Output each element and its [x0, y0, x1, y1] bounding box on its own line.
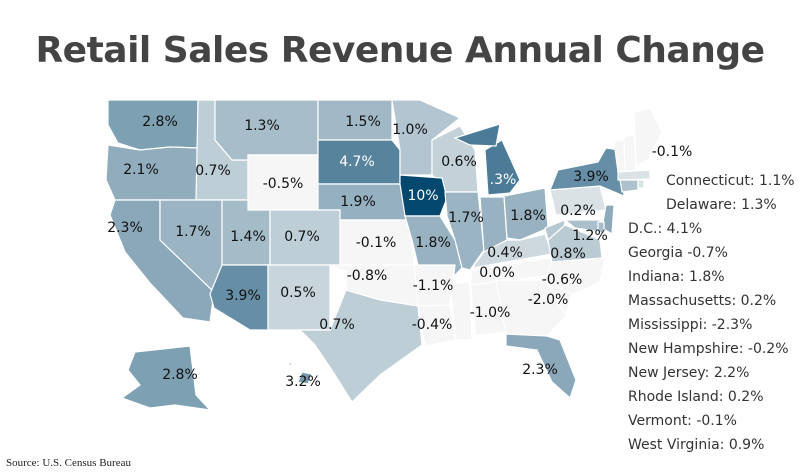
state-new-hampshire[interactable] [623, 133, 637, 172]
state-label-louisiana: -0.4% [412, 317, 453, 333]
state-kentucky[interactable] [470, 233, 553, 269]
state-florida[interactable] [505, 333, 577, 400]
callout-item: Rhode Island: 0.2% [628, 389, 764, 405]
state-label-wyoming: -0.5% [263, 176, 304, 192]
state-label-oklahoma: -0.8% [347, 268, 388, 284]
state-label-illinois: 1.7% [448, 210, 484, 226]
state-label-alabama: -1.0% [470, 305, 511, 321]
state-label-oregon: 2.1% [123, 162, 159, 178]
state-label-ohio: 1.8% [510, 208, 546, 224]
state-alaska[interactable] [120, 345, 212, 411]
state-massachusetts[interactable] [617, 169, 651, 181]
state-hawaii[interactable] [274, 355, 279, 358]
state-label-nebraska: 1.9% [340, 194, 376, 210]
callout-item: D.C.: 4.1% [628, 221, 703, 237]
state-label-idaho: 0.7% [195, 163, 231, 179]
state-label-colorado: 0.7% [284, 229, 320, 245]
state-label-south-carolina: -2.0% [528, 292, 569, 308]
state-label-arkansas: -1.1% [413, 278, 454, 294]
state-connecticut[interactable] [619, 179, 639, 193]
callout-item: New Hampshire: -0.2% [628, 341, 789, 357]
callout-item: West Virginia: 0.9% [628, 437, 765, 453]
state-michigan[interactable] [484, 139, 521, 196]
state-hawaii[interactable] [261, 351, 266, 354]
state-label-pennsylvania: 0.2% [560, 203, 596, 219]
state-missouri[interactable] [404, 215, 463, 276]
state-rhode-island[interactable] [637, 179, 645, 189]
state-label-alaska: 2.8% [162, 367, 198, 383]
state-label-missouri: 1.8% [415, 235, 451, 251]
state-virginia[interactable] [547, 224, 603, 263]
state-north-carolina[interactable] [544, 257, 606, 295]
state-label-north-dakota: 1.5% [345, 114, 381, 130]
callout-item: Massachusetts: 0.2% [628, 293, 777, 309]
state-texas[interactable] [298, 289, 423, 403]
state-delaware[interactable] [597, 221, 605, 235]
state-label-maryland: 1.2% [572, 228, 608, 244]
chart-title: Retail Sales Revenue Annual Change [35, 30, 765, 71]
callout-item: Vermont: -0.1% [628, 413, 737, 429]
state-label-florida: 2.3% [522, 362, 558, 378]
state-georgia[interactable] [495, 279, 567, 337]
state-maine[interactable] [633, 107, 663, 167]
state-label-iowa: 10% [407, 188, 438, 204]
state-label-kansas: -0.1% [356, 235, 397, 251]
state-label-washington: 2.8% [142, 114, 178, 130]
state-label-virginia: 0.8% [550, 246, 586, 262]
state-label-michigan: .3% [490, 172, 517, 188]
state-label-arizona: 3.9% [225, 288, 261, 304]
state-mississippi[interactable] [449, 281, 473, 341]
state-label-maine: -0.1% [652, 144, 693, 160]
state-label-california: 2.3% [107, 220, 143, 236]
callout-item: Mississippi: -2.3% [628, 317, 753, 333]
state-label-minnesota: 1.0% [392, 122, 428, 138]
state-ohio[interactable] [503, 187, 549, 241]
state-label-north-carolina: -0.6% [542, 272, 583, 288]
state-label-new-mexico: 0.5% [280, 285, 316, 301]
callout-item: New Jersey: 2.2% [628, 365, 750, 381]
state-label-south-dakota: 4.7% [339, 154, 375, 170]
state-new-jersey[interactable] [601, 204, 615, 236]
state-hawaii[interactable] [286, 360, 294, 368]
callout-item: Indiana: 1.8% [628, 269, 725, 285]
state-hawaii[interactable] [297, 371, 313, 385]
state-label-hawaii: 3.2% [285, 374, 321, 390]
state-label-utah: 1.4% [230, 229, 266, 245]
state-michigan[interactable] [453, 123, 501, 147]
state-label-tennessee: 0.0% [479, 265, 515, 281]
callout-item: Delaware: 1.3% [666, 197, 777, 213]
callout-item: Georgia -0.7% [628, 245, 728, 261]
source-note: Source: U.S. Census Bureau [6, 457, 131, 469]
state-illinois[interactable] [444, 191, 485, 271]
state-label-texas: 0.7% [319, 317, 355, 333]
state-label-montana: 1.3% [244, 118, 280, 134]
state-label-wisconsin: 0.6% [441, 154, 477, 170]
callout-item: Connecticut: 1.1% [666, 173, 795, 189]
state-label-new-york: 3.9% [573, 169, 609, 185]
state-label-kentucky: 0.4% [487, 245, 523, 261]
state-label-nevada: 1.7% [175, 224, 211, 240]
